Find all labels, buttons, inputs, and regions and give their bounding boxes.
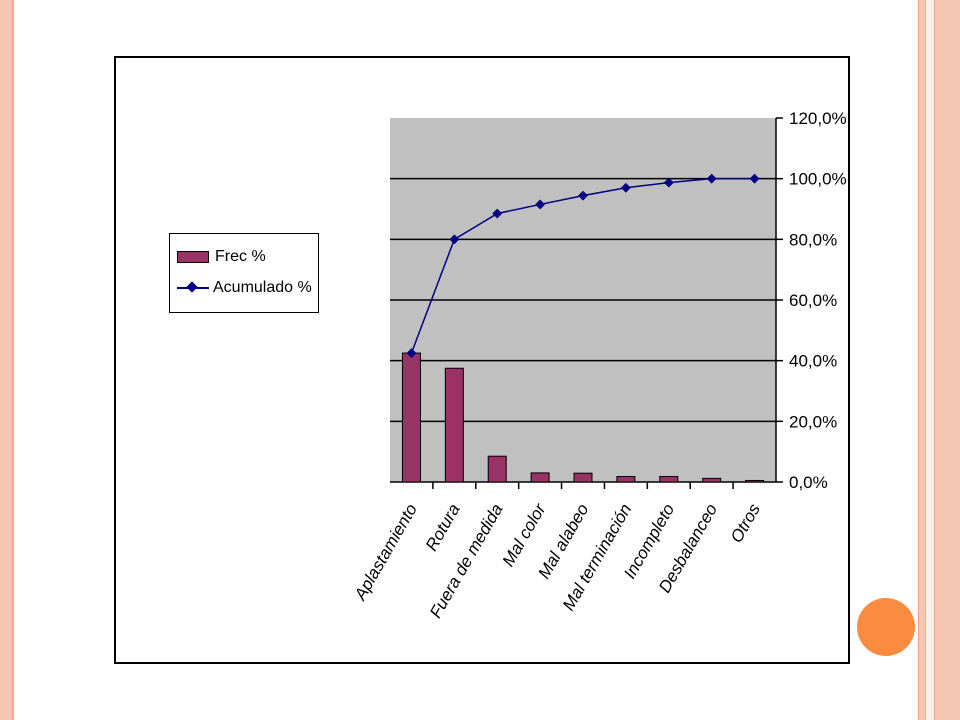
line-point	[535, 199, 546, 210]
bar	[487, 455, 507, 483]
y-tick-label: 60,0%	[789, 291, 837, 310]
line-point	[749, 173, 760, 184]
legend-bar-swatch	[177, 251, 209, 263]
line-point	[406, 348, 417, 359]
y-tick-label: 100,0%	[789, 170, 847, 189]
bar	[659, 476, 679, 483]
legend-item-line: Acumulado %	[177, 277, 312, 299]
y-tick-label: 40,0%	[789, 352, 837, 371]
bar	[444, 367, 464, 483]
line-point	[449, 234, 460, 245]
x-tick-label: Aplastamiento	[350, 501, 421, 605]
line-point	[620, 182, 631, 193]
bar	[573, 472, 593, 483]
slide-right-border-thin	[918, 0, 926, 720]
bar	[401, 352, 421, 483]
line-point	[663, 177, 674, 188]
bar	[530, 472, 550, 483]
bar	[745, 479, 765, 483]
y-tick-label: 20,0%	[789, 412, 837, 431]
line-point	[578, 190, 588, 201]
y-tick-label: 0,0%	[789, 473, 828, 492]
x-tick-label: Rotura	[422, 501, 464, 555]
line-point	[492, 208, 503, 219]
legend-label-acumulado: Acumulado %	[213, 279, 312, 296]
legend-line-swatch	[177, 282, 209, 294]
orange-circle-decoration	[857, 598, 915, 656]
legend-label-frec: Frec %	[215, 248, 266, 265]
line-point	[706, 173, 717, 184]
x-tick-label: Otros	[727, 500, 764, 546]
slide-left-border	[0, 0, 14, 720]
slide-right-border-gap	[926, 0, 934, 720]
slide-right-border-wide	[934, 0, 960, 720]
bar	[616, 476, 636, 483]
legend-item-bar: Frec %	[177, 246, 266, 268]
y-tick-label: 120,0%	[789, 109, 847, 128]
bar	[702, 477, 722, 483]
y-tick-label: 80,0%	[789, 230, 837, 249]
chart-legend: Frec % Acumulado %	[169, 233, 319, 313]
